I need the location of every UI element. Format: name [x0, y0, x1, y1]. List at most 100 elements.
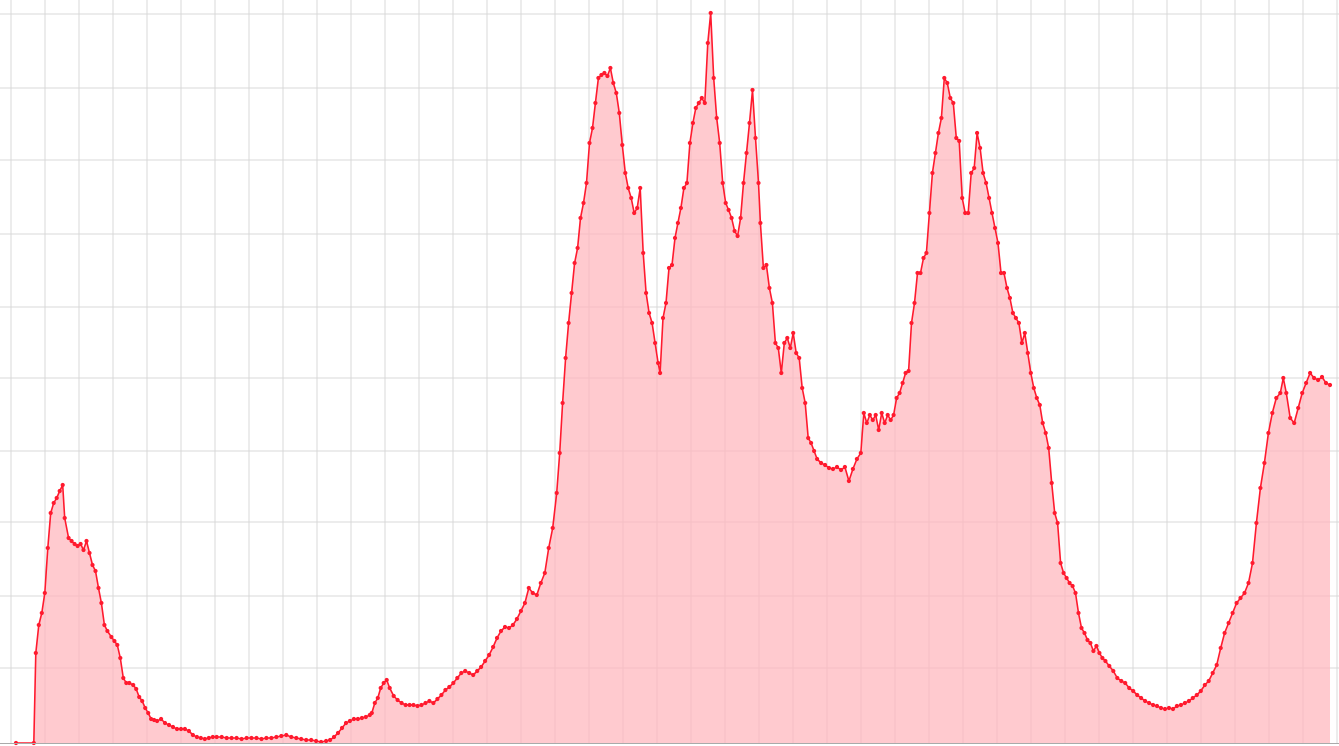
- data-point: [605, 73, 610, 79]
- data-point: [812, 448, 817, 454]
- data-point: [1284, 390, 1289, 396]
- data-point: [1031, 385, 1036, 391]
- data-point: [1186, 698, 1191, 704]
- data-point: [569, 290, 574, 296]
- data-point: [90, 562, 95, 568]
- data-point: [1067, 580, 1072, 586]
- data-point: [756, 180, 761, 186]
- data-point: [146, 710, 151, 716]
- data-point: [1073, 590, 1078, 596]
- data-point: [229, 735, 234, 741]
- data-point: [791, 330, 796, 336]
- data-point: [912, 300, 917, 306]
- data-point: [427, 698, 432, 704]
- data-point: [708, 10, 713, 16]
- data-point: [678, 205, 684, 211]
- data-point: [924, 250, 929, 256]
- data-point: [534, 592, 539, 598]
- data-point: [1123, 680, 1128, 686]
- data-point: [518, 608, 524, 614]
- data-point: [629, 195, 634, 201]
- data-point: [279, 733, 284, 739]
- data-point: [372, 700, 377, 706]
- data-point: [729, 215, 734, 221]
- data-point: [776, 345, 781, 351]
- data-point: [584, 180, 589, 186]
- data-point: [773, 340, 778, 346]
- data-point: [969, 170, 974, 176]
- data-point: [1010, 310, 1016, 316]
- data-point: [809, 440, 814, 446]
- data-point: [502, 624, 508, 630]
- data-point: [770, 300, 775, 306]
- data-point: [384, 677, 389, 683]
- data-point: [1111, 668, 1116, 674]
- data-point: [378, 685, 383, 691]
- data-point: [143, 705, 148, 711]
- data-point: [747, 120, 752, 126]
- data-point: [1143, 698, 1148, 704]
- data-point: [978, 145, 983, 151]
- data-point: [632, 210, 637, 216]
- data-point: [1028, 370, 1033, 376]
- data-point: [1270, 410, 1275, 416]
- data-point: [1135, 692, 1140, 698]
- data-point: [542, 570, 547, 576]
- data-point: [66, 535, 71, 541]
- data-point: [51, 500, 56, 506]
- data-point: [638, 185, 643, 191]
- data-point: [347, 718, 352, 724]
- data-point: [981, 170, 986, 176]
- data-point: [93, 568, 98, 574]
- data-point: [1230, 610, 1235, 616]
- data-point: [407, 702, 412, 708]
- data-point: [794, 350, 799, 356]
- data-point: [174, 726, 180, 732]
- data-point: [99, 600, 104, 606]
- data-point: [1055, 520, 1060, 526]
- data-point: [435, 696, 440, 702]
- data-point: [927, 210, 932, 216]
- data-point: [989, 210, 995, 216]
- data-point: [939, 115, 944, 121]
- data-point: [198, 735, 203, 741]
- data-point: [264, 735, 269, 741]
- data-point: [190, 732, 195, 738]
- data-point: [415, 703, 420, 709]
- data-point: [375, 695, 380, 701]
- data-point: [134, 686, 139, 692]
- data-point: [656, 360, 661, 366]
- data-point: [726, 207, 731, 213]
- data-point: [788, 345, 793, 351]
- data-point: [735, 233, 740, 239]
- data-point: [294, 735, 299, 741]
- data-point: [328, 737, 333, 743]
- data-point: [140, 698, 145, 704]
- data-point: [1119, 678, 1124, 684]
- data-point: [1022, 330, 1027, 336]
- data-point: [121, 675, 126, 681]
- data-point: [1025, 350, 1030, 356]
- series-points: [13, 10, 1333, 746]
- data-point: [1154, 703, 1160, 709]
- data-point: [1292, 420, 1297, 426]
- data-point: [423, 700, 428, 706]
- data-point: [684, 180, 690, 186]
- data-point: [1013, 315, 1019, 321]
- data-point: [1007, 295, 1013, 301]
- data-point: [45, 545, 50, 551]
- data-point: [720, 180, 725, 186]
- data-point: [954, 135, 959, 141]
- data-point: [284, 732, 289, 738]
- data-point: [960, 195, 965, 201]
- data-point: [972, 165, 977, 171]
- data-point: [614, 90, 619, 96]
- data-point: [1323, 380, 1329, 386]
- data-point: [963, 210, 968, 216]
- data-point: [669, 262, 675, 268]
- data-point: [1222, 630, 1227, 636]
- data-point: [75, 543, 80, 549]
- data-point: [214, 734, 219, 740]
- data-point: [873, 412, 878, 418]
